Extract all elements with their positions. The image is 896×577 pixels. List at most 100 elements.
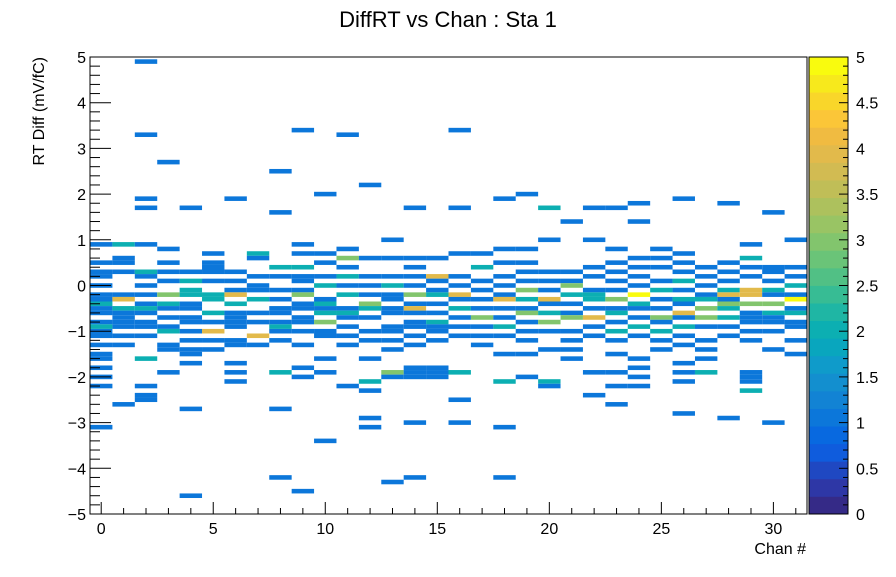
heatmap-bin xyxy=(627,219,651,224)
heatmap-bin xyxy=(358,338,382,343)
heatmap-bin xyxy=(134,283,158,288)
colorbar-band xyxy=(809,320,848,339)
heatmap-bin xyxy=(672,296,695,302)
heatmap-bin xyxy=(202,251,225,256)
heatmap-bin xyxy=(134,319,158,325)
heatmap-bin xyxy=(717,333,740,339)
heatmap-bin xyxy=(403,310,427,316)
heatmap-bin xyxy=(493,296,516,302)
heatmap-bin xyxy=(358,306,382,311)
colorbar-band xyxy=(809,215,848,234)
heatmap-bin xyxy=(134,392,158,398)
heatmap-bin xyxy=(246,274,270,279)
heatmap-bin xyxy=(291,127,315,133)
heatmap-bin xyxy=(179,406,203,412)
heatmap-bin xyxy=(650,319,673,325)
heatmap-bin xyxy=(202,338,225,343)
heatmap-bin xyxy=(762,315,785,320)
heatmap-bin xyxy=(717,278,740,284)
heatmap-bin xyxy=(470,296,494,302)
heatmap-bin xyxy=(269,324,292,329)
heatmap-bin xyxy=(448,370,471,375)
heatmap-bin xyxy=(739,274,763,279)
heatmap-bin xyxy=(493,196,516,201)
heatmap-bin xyxy=(336,383,359,389)
heatmap-bin xyxy=(672,360,695,366)
heatmap-bin xyxy=(291,251,315,256)
y-tick-label: 4 xyxy=(77,96,86,113)
heatmap-bin xyxy=(179,328,203,334)
heatmap-bin xyxy=(291,287,315,293)
heatmap-bin xyxy=(650,287,673,293)
heatmap-bin xyxy=(448,251,471,256)
heatmap-bin xyxy=(627,315,651,320)
heatmap-bin xyxy=(493,292,516,297)
heatmap-bin xyxy=(314,306,337,311)
heatmap-bin xyxy=(694,283,718,288)
heatmap-bin xyxy=(448,397,471,403)
heatmap-bin xyxy=(538,383,561,389)
heatmap-bin xyxy=(291,488,315,494)
colorbar-band xyxy=(809,250,848,269)
heatmap-bin xyxy=(739,319,763,325)
heatmap-bin xyxy=(538,328,561,334)
heatmap-bin xyxy=(403,370,427,375)
heatmap-bin xyxy=(762,210,785,215)
colorbar-band xyxy=(809,162,848,181)
heatmap-bin xyxy=(627,356,651,361)
colorbar-tick-label: 1 xyxy=(856,416,865,433)
colorbar-band xyxy=(809,496,848,515)
heatmap-bin xyxy=(291,315,315,320)
colorbar-tick-label: 2.5 xyxy=(856,279,878,296)
heatmap-bin xyxy=(739,255,763,261)
heatmap-bin xyxy=(336,310,359,316)
heatmap-bin xyxy=(717,200,740,206)
heatmap-bin xyxy=(403,292,427,297)
heatmap-bin xyxy=(314,438,337,444)
heatmap-bin xyxy=(650,246,673,252)
heatmap-bin xyxy=(538,319,561,325)
heatmap-bin xyxy=(112,242,135,247)
heatmap-bin xyxy=(112,306,135,311)
colorbar-tick-label: 4 xyxy=(856,141,865,158)
heatmap-bin xyxy=(179,278,203,284)
heatmap-bin xyxy=(739,370,763,375)
heatmap-bin xyxy=(134,383,158,389)
heatmap-bin xyxy=(202,296,225,302)
heatmap-bin xyxy=(336,283,359,288)
colorbar-band xyxy=(809,92,848,111)
colorbar-tick-label: 4.5 xyxy=(856,96,878,113)
heatmap-bin xyxy=(224,370,247,375)
heatmap-bin xyxy=(605,328,628,334)
colorbar-band xyxy=(809,408,848,427)
x-tick-label: 20 xyxy=(540,521,558,538)
heatmap-bin xyxy=(515,338,539,343)
heatmap-bin xyxy=(605,205,628,211)
heatmap-bin xyxy=(134,274,158,279)
heatmap-bin xyxy=(90,383,113,389)
heatmap-bin xyxy=(448,333,471,339)
heatmap-bin xyxy=(426,338,449,343)
heatmap-bin xyxy=(560,315,583,320)
heatmap-bin xyxy=(470,324,494,329)
heatmap-bin xyxy=(314,260,337,265)
heatmap-bin xyxy=(90,333,113,339)
heatmap-bin xyxy=(493,260,516,265)
heatmap-bin xyxy=(560,283,583,288)
heatmap-bin xyxy=(134,324,158,329)
heatmap-bin xyxy=(627,283,651,288)
heatmap-bin xyxy=(314,251,337,256)
heatmap-bin xyxy=(90,301,113,307)
heatmap-bin xyxy=(717,301,740,307)
heatmap-bin xyxy=(493,424,516,430)
heatmap-bin xyxy=(179,306,203,311)
heatmap-bin xyxy=(246,255,270,261)
heatmap-bin xyxy=(605,278,628,284)
heatmap-bin xyxy=(112,292,135,297)
heatmap-bin xyxy=(314,310,337,316)
heatmap-bin xyxy=(202,319,225,325)
heatmap-bin xyxy=(762,292,785,297)
heatmap-bin xyxy=(694,306,718,311)
heatmap-bin xyxy=(224,379,247,384)
